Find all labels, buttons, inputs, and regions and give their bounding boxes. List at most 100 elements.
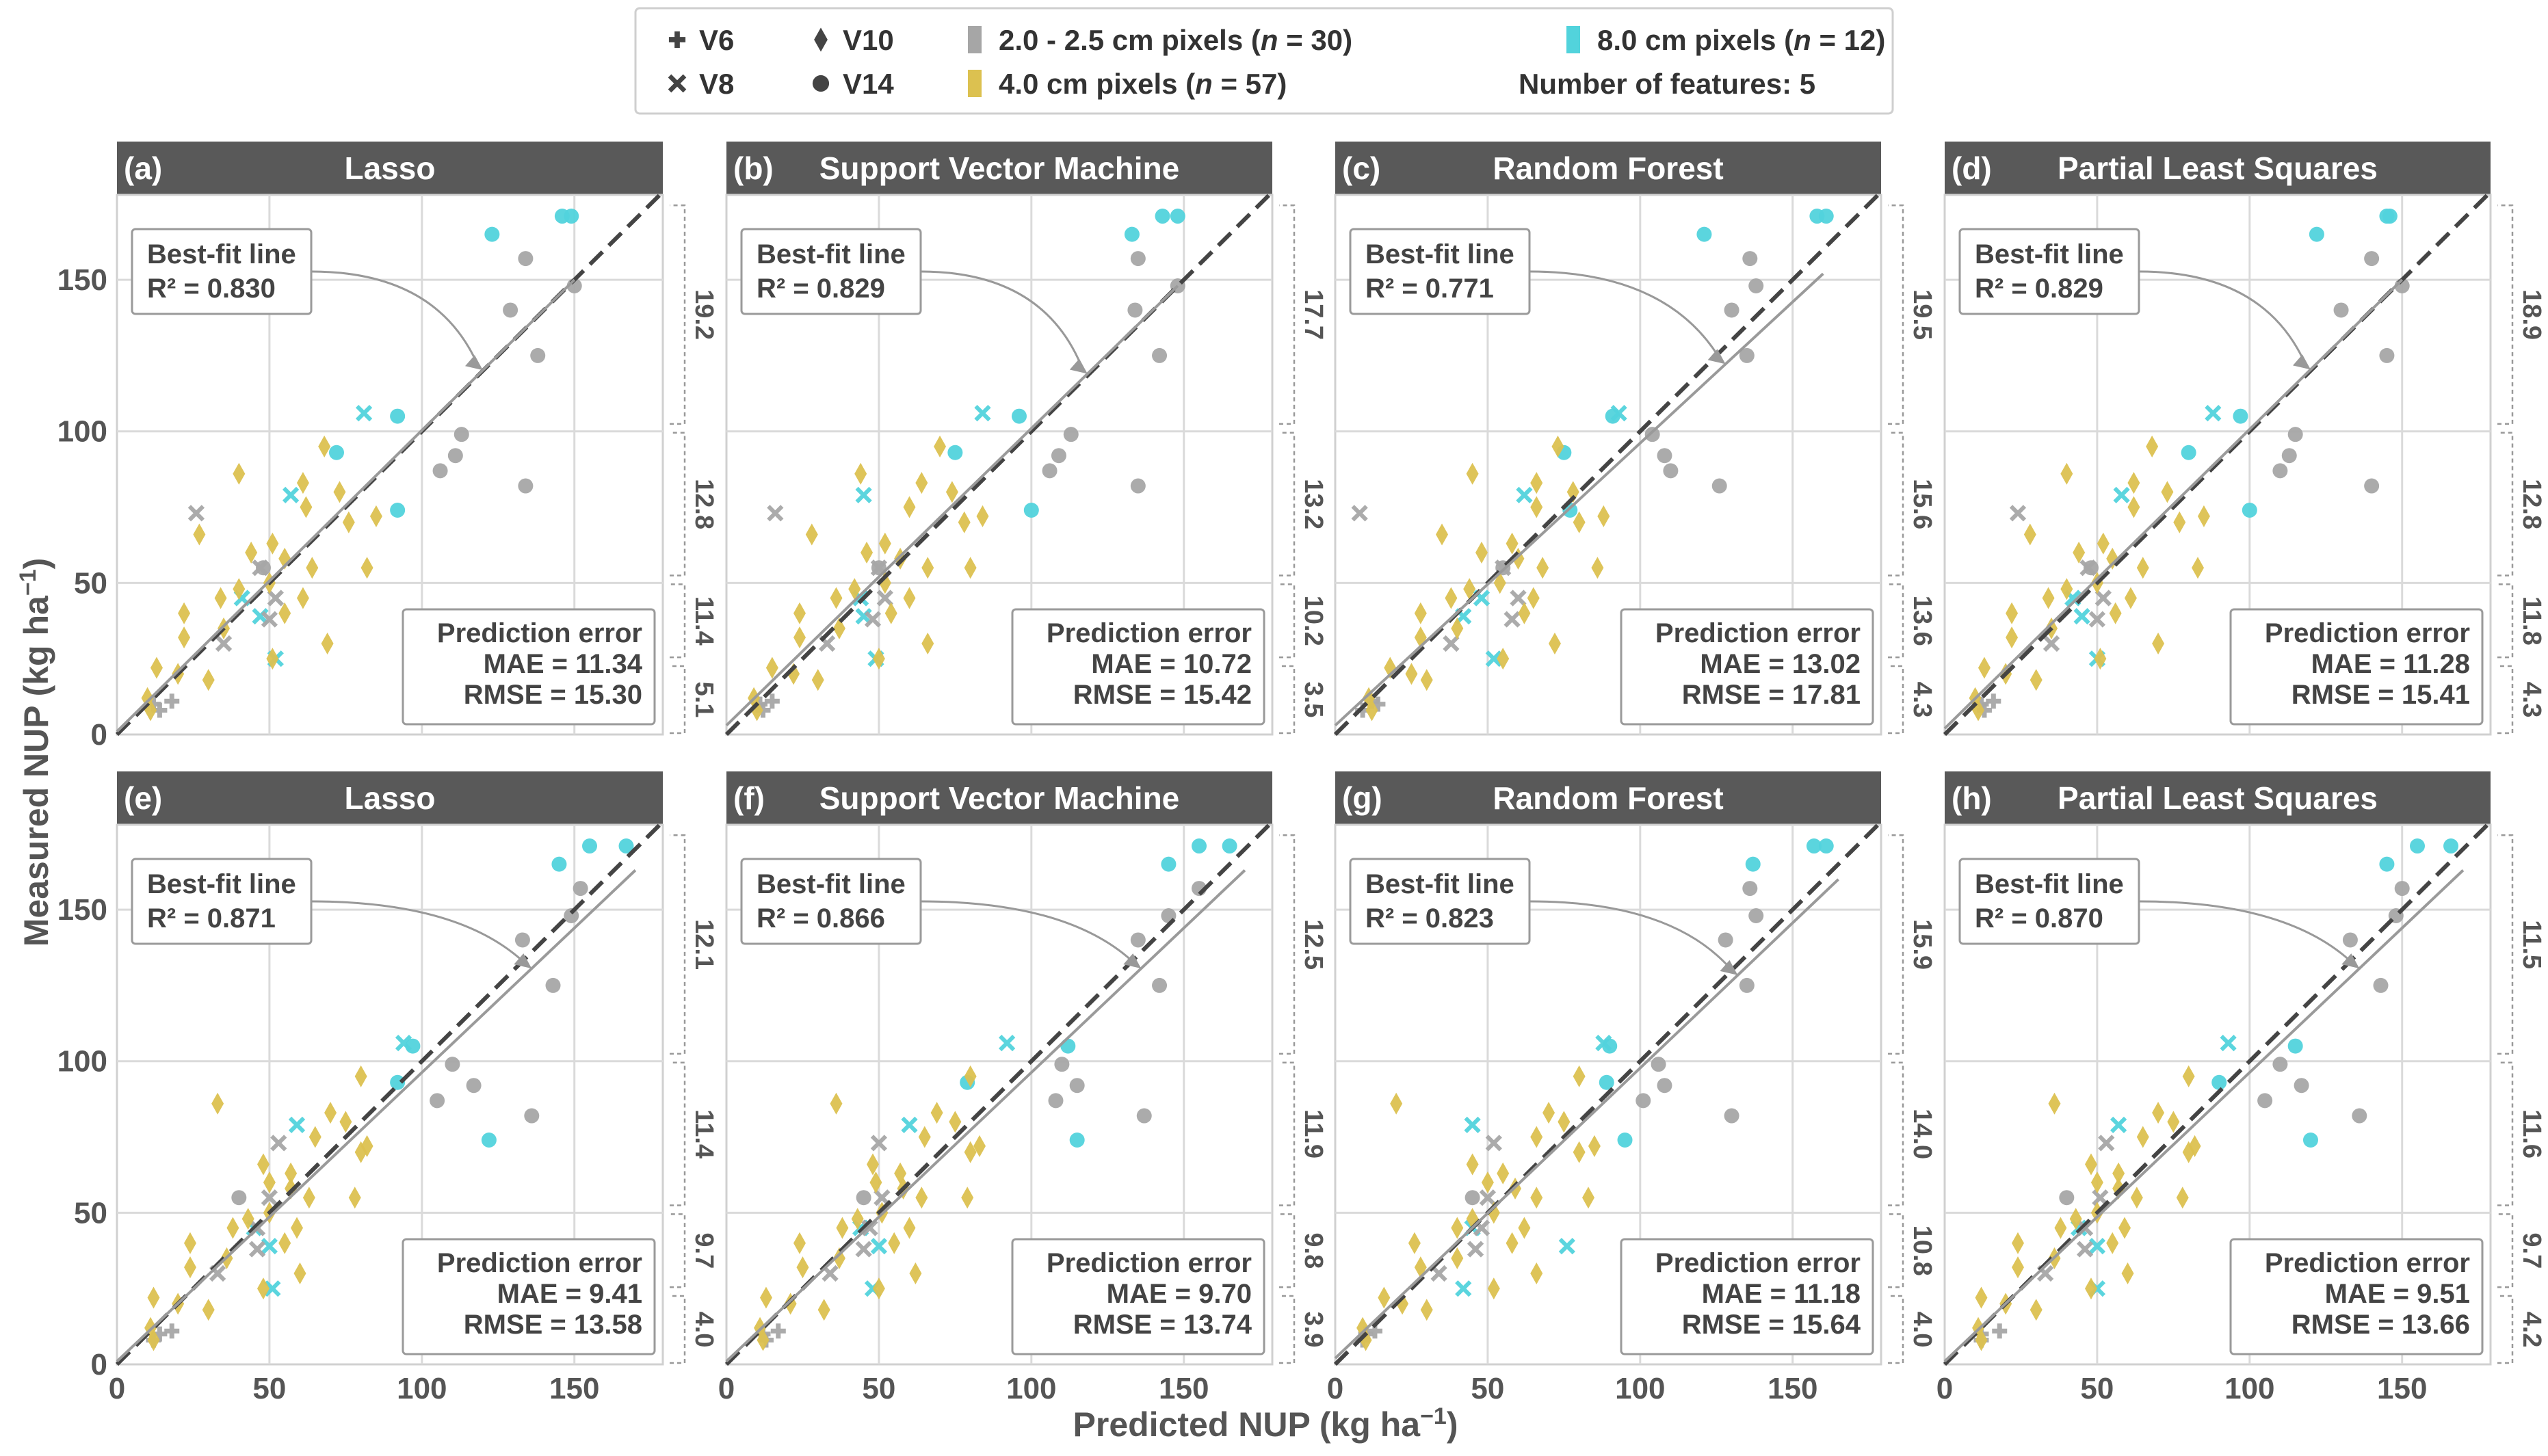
data-point — [215, 635, 233, 652]
data-point — [264, 1280, 281, 1297]
prediction-error-rmse: RMSE = 13.58 — [464, 1310, 642, 1340]
arrowhead-icon — [1123, 953, 1142, 969]
data-point — [1485, 1135, 1502, 1152]
data-point — [445, 1057, 460, 1072]
data-point — [2287, 1038, 2303, 1054]
range-bracket — [1888, 665, 1904, 734]
data-point — [360, 1135, 373, 1157]
range-bracket — [1888, 583, 1904, 659]
data-point — [757, 1329, 770, 1351]
data-point — [342, 511, 355, 533]
data-point — [1451, 1217, 1464, 1239]
data-point — [903, 587, 916, 609]
data-point — [1466, 1153, 1479, 1176]
r2-value: R² = 0.771 — [1365, 274, 1494, 304]
prediction-error-box — [1620, 1238, 1874, 1355]
data-point — [2011, 1232, 2024, 1254]
data-point — [1588, 1135, 1601, 1157]
data-point — [1651, 1057, 1666, 1072]
data-point — [164, 693, 180, 709]
range-error-label: 9.7 — [2517, 1232, 2546, 1269]
data-point — [2242, 502, 2257, 518]
range-error-label: 12.8 — [689, 479, 718, 529]
data-point — [1573, 1141, 1586, 1163]
data-point — [618, 838, 634, 854]
range-bracket — [2497, 204, 2514, 425]
data-point — [918, 1126, 931, 1148]
y-tick-label: 50 — [74, 566, 107, 600]
best-fit-line — [1943, 869, 2465, 1363]
range-error-label: 3.5 — [1299, 682, 1328, 718]
data-point — [767, 505, 784, 522]
data-point — [1063, 427, 1079, 442]
data-point — [554, 209, 570, 224]
data-point — [2146, 435, 2159, 458]
range-bracket — [670, 432, 686, 577]
data-point — [514, 932, 530, 948]
panel-title: Lasso — [345, 150, 436, 186]
data-point — [1978, 657, 1991, 679]
x-tick-label: 0 — [1327, 1372, 1343, 1405]
data-point — [1739, 347, 1755, 363]
data-point — [2059, 1190, 2075, 1206]
data-point — [830, 1092, 843, 1115]
best-fit-label: Best-fit line — [147, 869, 296, 899]
data-point — [2009, 505, 2027, 522]
panel-title: Partial Least Squares — [2058, 780, 2378, 816]
arrowhead-icon — [1707, 349, 1726, 365]
range-bracket — [2497, 665, 2514, 734]
range-bracket — [1279, 1061, 1296, 1206]
data-point — [2333, 302, 2349, 318]
data-point — [1051, 448, 1066, 464]
data-point — [934, 435, 947, 458]
data-point — [333, 481, 346, 503]
panel-letter: (c) — [1342, 150, 1380, 186]
data-point — [1023, 502, 1039, 518]
data-point — [1405, 663, 1418, 685]
data-point — [2127, 496, 2140, 518]
data-point — [2097, 532, 2110, 555]
data-point — [285, 1162, 298, 1184]
range-bracket — [1888, 1295, 1904, 1364]
data-point — [257, 1278, 270, 1300]
data-point — [2410, 838, 2426, 854]
prediction-error-rmse: RMSE = 15.42 — [1073, 680, 1252, 710]
data-point — [226, 1217, 239, 1239]
data-point — [278, 602, 291, 624]
range-bracket — [1279, 665, 1296, 734]
data-point — [2152, 633, 2165, 655]
data-point — [903, 496, 916, 518]
r2-value: R² = 0.830 — [147, 274, 276, 304]
data-point — [2272, 463, 2288, 479]
data-point — [2084, 1153, 2097, 1176]
prediction-error-mae: MAE = 9.70 — [1107, 1279, 1252, 1309]
data-point — [793, 626, 806, 649]
data-point — [2379, 856, 2395, 872]
data-point — [573, 881, 588, 897]
data-point — [328, 445, 344, 460]
data-point — [1378, 1286, 1391, 1309]
prediction-error-err_label: Prediction error — [437, 618, 642, 648]
data-point — [355, 405, 373, 422]
data-point — [245, 542, 258, 564]
data-point — [1551, 435, 1564, 458]
annotation-arrow — [920, 900, 1138, 967]
r2-value: R² = 0.829 — [1975, 274, 2103, 304]
range-error-label: 12.8 — [2517, 479, 2546, 529]
annotation-arrow — [2138, 900, 2356, 967]
data-point — [759, 1286, 772, 1309]
data-point — [248, 1241, 266, 1258]
best-fit-label: Best-fit line — [757, 869, 906, 899]
data-point — [2233, 408, 2248, 424]
data-point — [1414, 602, 1427, 624]
data-point — [1506, 532, 1519, 555]
range-bracket — [670, 583, 686, 659]
data-point — [915, 1187, 928, 1209]
data-point — [2112, 1162, 2125, 1184]
range-bracket — [670, 1213, 686, 1288]
data-point — [1992, 1323, 2008, 1339]
data-point — [851, 1208, 864, 1230]
data-point — [909, 1262, 922, 1285]
data-point — [1170, 209, 1185, 224]
panel-h: (h) Partial Least Squares 0 50 100 150 Best-fi… — [1936, 771, 2546, 1405]
